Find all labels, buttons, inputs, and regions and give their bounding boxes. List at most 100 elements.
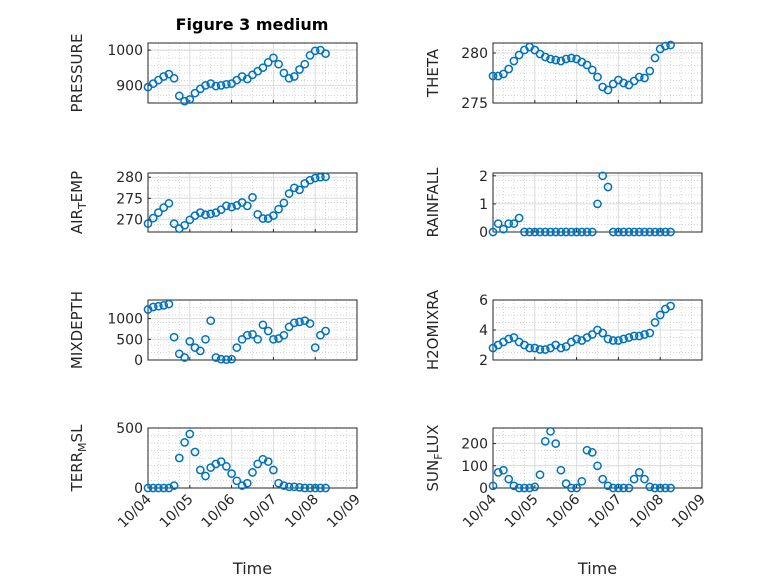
- data-point: [274, 204, 283, 214]
- data-point: [551, 227, 561, 237]
- data-point: [227, 469, 236, 478]
- data-point: [540, 436, 550, 446]
- data-point: [300, 483, 310, 493]
- data-point: [295, 317, 304, 327]
- data-point: [169, 73, 179, 83]
- data-point: [629, 227, 639, 237]
- y-tick-label: 270: [116, 212, 143, 228]
- data-point: [263, 457, 273, 466]
- y-tick-label: 0: [479, 225, 488, 241]
- data-point: [593, 72, 602, 82]
- data-point: [619, 227, 628, 237]
- data-point: [295, 65, 304, 74]
- data-point: [509, 333, 519, 342]
- data-point: [206, 316, 216, 326]
- data-point: [514, 483, 524, 493]
- data-point: [624, 483, 634, 493]
- data-point: [201, 81, 210, 90]
- data-point: [154, 301, 163, 311]
- data-point: [248, 329, 257, 339]
- data-point: [582, 227, 592, 237]
- data-point: [666, 483, 675, 493]
- data-point: [195, 465, 205, 475]
- data-point: [546, 227, 555, 237]
- data-point: [614, 336, 623, 345]
- data-point: [629, 474, 639, 484]
- data-point: [582, 60, 592, 70]
- data-point: [253, 334, 263, 344]
- data-point: [164, 69, 174, 79]
- data-point: [248, 468, 257, 477]
- data-point: [242, 201, 252, 211]
- data-point: [645, 482, 655, 492]
- data-point: [143, 483, 153, 493]
- x-tick-label: 10/07: [240, 492, 280, 532]
- data-point: [493, 71, 503, 81]
- data-point: [598, 474, 608, 484]
- data-point: [650, 483, 660, 493]
- data-point: [295, 483, 304, 492]
- x-tick-label: 10/05: [157, 492, 197, 532]
- data-point: [321, 483, 330, 493]
- y-axis-label: H2OMIXRA: [424, 289, 442, 370]
- panel-theta: 275 280 THETA: [424, 40, 703, 112]
- data-point: [603, 182, 613, 192]
- x-tick-label: 10/06: [544, 491, 584, 531]
- y-tick-label: 2: [479, 353, 488, 369]
- data-point: [237, 72, 247, 81]
- panel-mixdepth: 0 500 1000 MIXDEPTH: [68, 291, 358, 369]
- data-point: [493, 219, 503, 228]
- data-point: [556, 465, 566, 475]
- data-point: [661, 227, 670, 237]
- data-point: [216, 354, 226, 364]
- data-point: [525, 343, 534, 353]
- x-tick-label: 10/09: [669, 492, 709, 532]
- data-point: [190, 447, 200, 457]
- data-point: [567, 483, 576, 493]
- axes-box: [492, 427, 703, 489]
- data-point: [556, 343, 566, 353]
- y-axis-label: PRESSURE: [68, 34, 86, 113]
- data-point: [488, 227, 498, 237]
- data-point: [587, 448, 597, 457]
- panel-rainfall: 0 1 2 RAINFALL: [424, 167, 703, 241]
- axes-box: [147, 42, 358, 104]
- data-point: [206, 209, 216, 219]
- data-point: [540, 345, 550, 354]
- x-tick-label: 10/04: [460, 491, 500, 531]
- y-tick-label: 280: [461, 46, 488, 62]
- y-tick-label: 1000: [107, 312, 143, 328]
- data-point: [269, 211, 278, 220]
- data-point: [650, 318, 660, 327]
- data-point: [154, 208, 163, 217]
- data-point: [190, 88, 200, 98]
- data-point: [499, 69, 508, 79]
- data-point: [572, 334, 581, 344]
- data-point: [159, 72, 169, 81]
- data-point: [174, 453, 184, 463]
- data-point: [211, 81, 221, 91]
- data-point: [640, 73, 649, 83]
- y-tick-label: 900: [116, 78, 143, 94]
- data-point: [525, 483, 534, 493]
- data-point: [514, 213, 524, 223]
- data-point: [640, 474, 649, 484]
- data-point: [305, 483, 315, 493]
- data-point: [655, 227, 665, 237]
- x-tick-label: 10/07: [585, 492, 625, 532]
- data-point: [180, 438, 189, 447]
- data-point: [530, 343, 540, 353]
- y-tick-label: 275: [461, 96, 488, 112]
- data-point: [321, 49, 330, 58]
- y-tick-label: 280: [116, 170, 143, 186]
- data-point: [655, 483, 665, 493]
- data-point: [593, 461, 602, 471]
- data-point: [520, 483, 529, 493]
- data-point: [316, 483, 325, 493]
- y-tick-label: 100: [461, 459, 488, 475]
- data-point: [201, 210, 210, 220]
- x-axis-label: Time: [577, 559, 617, 578]
- data-point: [504, 474, 514, 484]
- data-point: [645, 328, 655, 338]
- data-point: [258, 63, 268, 73]
